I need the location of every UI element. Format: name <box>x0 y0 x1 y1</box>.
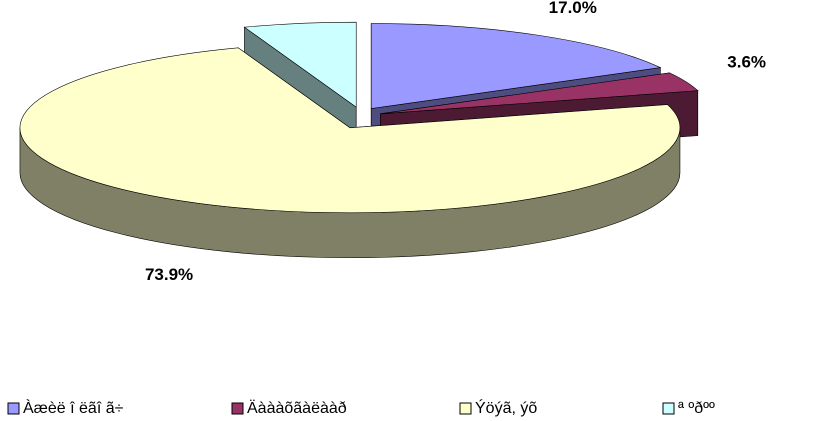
legend-label: ª ºðºº <box>678 400 715 417</box>
legend-swatch <box>662 402 675 415</box>
data-label: 73.9% <box>145 265 193 284</box>
legend-swatch <box>7 402 20 415</box>
slice <box>370 23 662 109</box>
data-label: 17.0% <box>549 0 597 17</box>
data-label: 5.5% <box>269 0 308 3</box>
slice <box>243 21 357 108</box>
data-label: 3.6% <box>727 53 766 72</box>
legend-swatch <box>459 402 472 415</box>
legend-label: Àæèë î ëãî ã÷ <box>23 398 124 417</box>
legend-label: Ýöýã, ýõ <box>475 398 537 417</box>
pie <box>19 21 699 259</box>
slice <box>380 72 699 115</box>
slice <box>19 47 681 214</box>
legend-swatch <box>231 402 244 415</box>
legend-label: Äàààõãàëààð <box>247 399 347 417</box>
